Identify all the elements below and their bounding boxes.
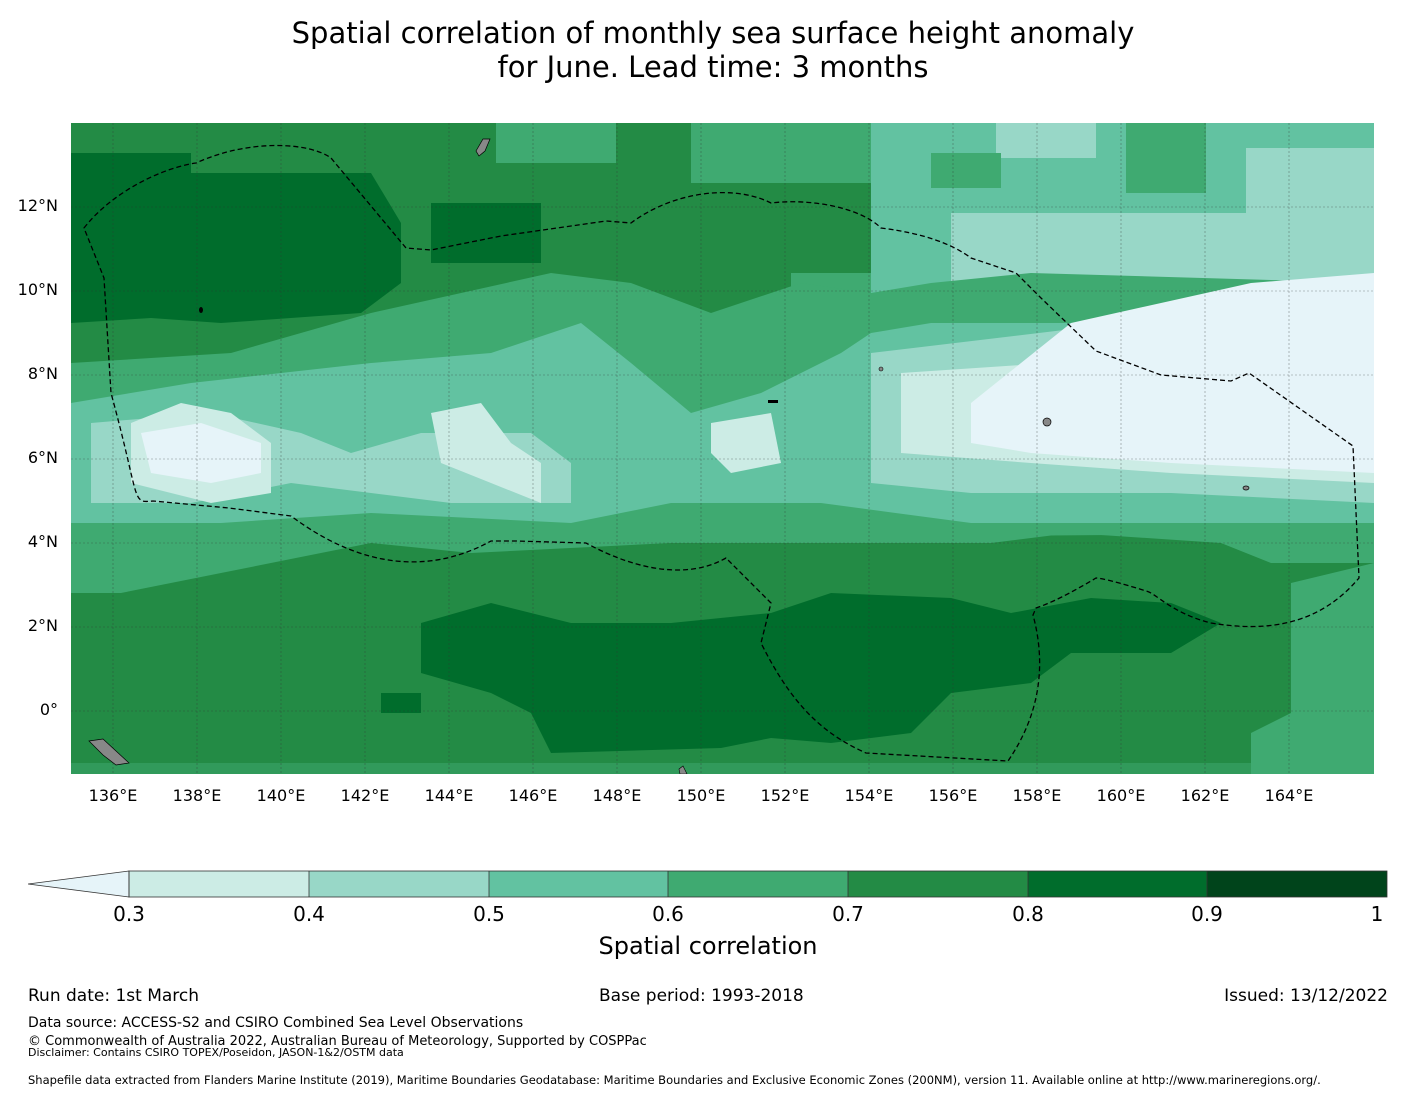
- lon-tick-160e: 160°E: [1096, 786, 1146, 805]
- lon-tick-150e: 150°E: [676, 786, 726, 805]
- colorbar-tick-0-6: 0.6: [652, 902, 684, 926]
- island-small-1: [878, 366, 884, 372]
- lat-tick-4n: 4°N: [27, 532, 58, 551]
- colorbar-bin-5: [1028, 871, 1207, 897]
- region-center2-lighter: [711, 413, 781, 473]
- island-kosrae: [1242, 485, 1250, 491]
- colorbar-frame: [128, 870, 1388, 898]
- colorbar-tick-0-4: 0.4: [293, 902, 325, 926]
- island-sw: [88, 738, 130, 766]
- region-south-band: [71, 523, 1374, 593]
- disclaimer: Disclaimer: Contains CSIRO TOPEX/Poseido…: [28, 1046, 404, 1059]
- region-west-lightest: [141, 423, 261, 483]
- run-date: Run date: 1st March: [28, 986, 200, 1006]
- lat-tick-0: 0°: [39, 700, 58, 719]
- island-pohnpei: [1042, 417, 1052, 427]
- title-line-2: for June. Lead time: 3 months: [497, 50, 929, 84]
- colorbar: [27, 870, 1390, 900]
- lon-tick-148e: 148°E: [592, 786, 642, 805]
- lat-tick-8n: 8°N: [27, 364, 58, 383]
- lon-tick-138e: 138°E: [172, 786, 222, 805]
- colorbar-bin-1: [309, 871, 489, 897]
- colorbar-tick-0-9: 0.9: [1191, 902, 1223, 926]
- colorbar-tick-0-7: 0.7: [832, 902, 864, 926]
- region-f: [1246, 148, 1374, 288]
- eez-boundary: [83, 144, 1360, 762]
- colorbar-extend-arrow: [27, 870, 130, 898]
- colorbar-tick-0-3: 0.3: [113, 902, 145, 926]
- copyright: © Commonwealth of Australia 2022, Austra…: [28, 1034, 647, 1049]
- map-grid: [71, 123, 1374, 774]
- lon-tick-136e: 136°E: [88, 786, 138, 805]
- region-dark-nw: [71, 153, 401, 323]
- island-chuuk: [768, 400, 778, 403]
- region-b: [691, 123, 871, 183]
- island-yap: [199, 307, 203, 313]
- chart-title: Spatial correlation of monthly sea surfa…: [0, 16, 1416, 84]
- title-line-1: Spatial correlation of monthly sea surfa…: [291, 16, 1135, 50]
- lon-tick-144e: 144°E: [424, 786, 474, 805]
- region-se: [1251, 563, 1374, 774]
- region-dark-s2: [381, 693, 421, 713]
- lon-tick-162e: 162°E: [1180, 786, 1230, 805]
- colorbar-label: Spatial correlation: [598, 932, 818, 960]
- island-guam: [475, 138, 491, 157]
- lon-tick-158e: 158°E: [1012, 786, 1062, 805]
- island-small-2: [678, 765, 688, 774]
- lon-tick-152e: 152°E: [760, 786, 810, 805]
- colorbar-bin-2: [489, 871, 668, 897]
- lat-tick-2n: 2°N: [27, 616, 58, 635]
- lon-tick-156e: 156°E: [928, 786, 978, 805]
- base-period: Base period: 1993-2018: [599, 986, 804, 1006]
- lat-tick-12n: 12°N: [17, 196, 58, 215]
- lon-tick-164e: 164°E: [1264, 786, 1314, 805]
- region-h: [931, 153, 1001, 188]
- map-svg: [71, 123, 1374, 774]
- region-east-lightest: [971, 273, 1374, 473]
- region-center-lighter: [431, 403, 541, 503]
- region-e: [1126, 123, 1206, 193]
- region-a: [496, 123, 616, 163]
- colorbar-bin-0: [129, 871, 309, 897]
- colorbar-tick-0-8: 0.8: [1012, 902, 1044, 926]
- colorbar-bin-4: [848, 871, 1028, 897]
- issued-date: Issued: 13/12/2022: [1224, 986, 1388, 1006]
- colorbar-bin-3: [668, 871, 848, 897]
- region-dark-s: [421, 593, 1221, 753]
- data-source: Data source: ACCESS-S2 and CSIRO Combine…: [28, 1015, 524, 1031]
- region-d: [996, 123, 1096, 158]
- lat-tick-10n: 10°N: [17, 280, 58, 299]
- colorbar-tick-0-5: 0.5: [473, 902, 505, 926]
- lon-tick-154e: 154°E: [844, 786, 894, 805]
- lon-tick-142e: 142°E: [340, 786, 390, 805]
- region-bottom-edge: [71, 763, 1374, 774]
- lon-tick-146e: 146°E: [508, 786, 558, 805]
- lat-tick-6n: 6°N: [27, 448, 58, 467]
- lon-tick-140e: 140°E: [256, 786, 306, 805]
- colorbar-bin-6: [1207, 871, 1387, 897]
- colorbar-svg: [27, 870, 1388, 898]
- region-dark-n: [431, 203, 541, 263]
- shapefile-credit: Shapefile data extracted from Flanders M…: [28, 1073, 1321, 1087]
- colorbar-tick-1: 1: [1370, 902, 1384, 926]
- correlation-map: [71, 123, 1374, 774]
